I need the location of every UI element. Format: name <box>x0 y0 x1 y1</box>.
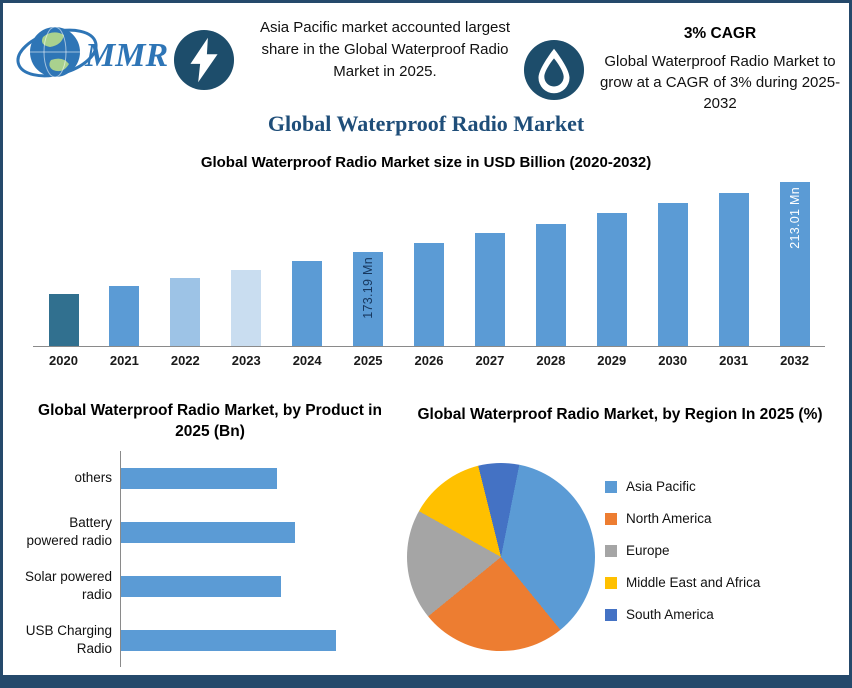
pie-legend: Asia Pacific North America Europe Middle Ea… <box>605 479 760 639</box>
bar-2022 <box>170 278 201 346</box>
x-axis-label-2020: 2020 <box>49 353 78 368</box>
header-note: Asia Pacific market accounted largest sh… <box>259 19 511 80</box>
bar-2026 <box>414 243 444 346</box>
bar-2029 <box>596 213 627 346</box>
legend-swatch <box>605 608 617 621</box>
x-axis-label-2028: 2028 <box>536 353 566 368</box>
bar-2024 <box>292 261 323 346</box>
bar-value-label: 173.19 Mn <box>361 257 376 319</box>
legend-swatch <box>605 480 617 493</box>
bar-chart-x-axis: 2020 2021 2022 2023 2024 2025 2026 2027 2028 2029… <box>33 353 825 368</box>
bottom-border-bar <box>3 675 849 685</box>
product-bar-area <box>120 613 398 667</box>
product-bar-area <box>120 505 398 559</box>
water-drop-icon <box>523 39 585 101</box>
product-bar <box>121 575 281 597</box>
product-bar <box>121 521 295 543</box>
cagr-title: 3% CAGR <box>683 25 757 42</box>
legend-label: South America <box>626 607 714 622</box>
product-row: USB Charging Radio <box>23 613 398 667</box>
cagr-block: 3% CAGR Global Waterproof Radio Market t… <box>599 25 841 114</box>
product-label: Battery powered radio <box>26 515 112 548</box>
x-axis-label-2025: 2025 <box>353 353 383 368</box>
x-axis-label-2021: 2021 <box>109 353 139 368</box>
product-bar-area <box>120 559 398 613</box>
x-axis-label-2031: 2031 <box>719 353 749 368</box>
bar-chart-title: Global Waterproof Radio Market size in U… <box>200 154 652 171</box>
x-axis-label-2023: 2023 <box>231 353 261 368</box>
bar-2031 <box>718 193 749 346</box>
bar-2030 <box>657 203 688 346</box>
legend-item: Europe <box>605 543 760 558</box>
bar-2028 <box>535 224 566 346</box>
product-label: USB Charging Radio <box>25 623 112 656</box>
legend-label: North America <box>626 511 712 526</box>
legend-item: South America <box>605 607 760 622</box>
bar-chart: 173.19 Mn 213.01 Mn <box>33 178 825 347</box>
region-pie-chart <box>407 463 595 651</box>
legend-swatch <box>605 512 617 525</box>
product-bar <box>121 629 336 651</box>
bar-2027 <box>474 233 505 346</box>
region-chart-title: Global Waterproof Radio Market, by Regio… <box>417 406 823 423</box>
bar-2020 <box>48 294 79 346</box>
product-bar-area <box>120 451 398 505</box>
x-axis-label-2030: 2030 <box>658 353 688 368</box>
product-chart-title: Global Waterproof Radio Market, by Produ… <box>38 402 382 440</box>
product-label: others <box>74 470 112 486</box>
legend-item: Middle East and Africa <box>605 575 760 590</box>
x-axis-label-2026: 2026 <box>414 353 444 368</box>
x-axis-label-2027: 2027 <box>475 353 505 368</box>
product-row: others <box>23 451 398 505</box>
x-axis-label-2029: 2029 <box>597 353 627 368</box>
legend-label: Asia Pacific <box>626 479 696 494</box>
bar-2032: 213.01 Mn <box>779 182 810 346</box>
mmr-logo: MMR <box>16 26 168 78</box>
product-bar <box>121 467 277 489</box>
bar-2021 <box>109 286 140 346</box>
product-bar-chart: others Battery powered radio Solar powered… <box>23 451 398 667</box>
product-label: Solar powered radio <box>24 569 112 602</box>
x-axis-label-2022: 2022 <box>170 353 200 368</box>
logo-text: MMR <box>84 37 168 74</box>
legend-item: North America <box>605 511 760 526</box>
product-row: Battery powered radio <box>23 505 398 559</box>
legend-label: Middle East and Africa <box>626 575 761 590</box>
bar-2025: 173.19 Mn <box>353 252 384 346</box>
legend-label: Europe <box>626 543 670 558</box>
legend-swatch <box>605 576 617 589</box>
x-axis-label-2032: 2032 <box>780 353 809 368</box>
x-axis-label-2024: 2024 <box>292 353 322 368</box>
cagr-note: Global Waterproof Radio Market to grow a… <box>599 53 841 112</box>
product-row: Solar powered radio <box>23 559 398 613</box>
legend-item: Asia Pacific <box>605 479 760 494</box>
legend-swatch <box>605 544 617 557</box>
lightning-icon <box>173 29 235 91</box>
page-title: Global Waterproof Radio Market <box>267 111 585 136</box>
bar-2023 <box>231 270 262 346</box>
bar-value-label: 213.01 Mn <box>787 187 802 249</box>
